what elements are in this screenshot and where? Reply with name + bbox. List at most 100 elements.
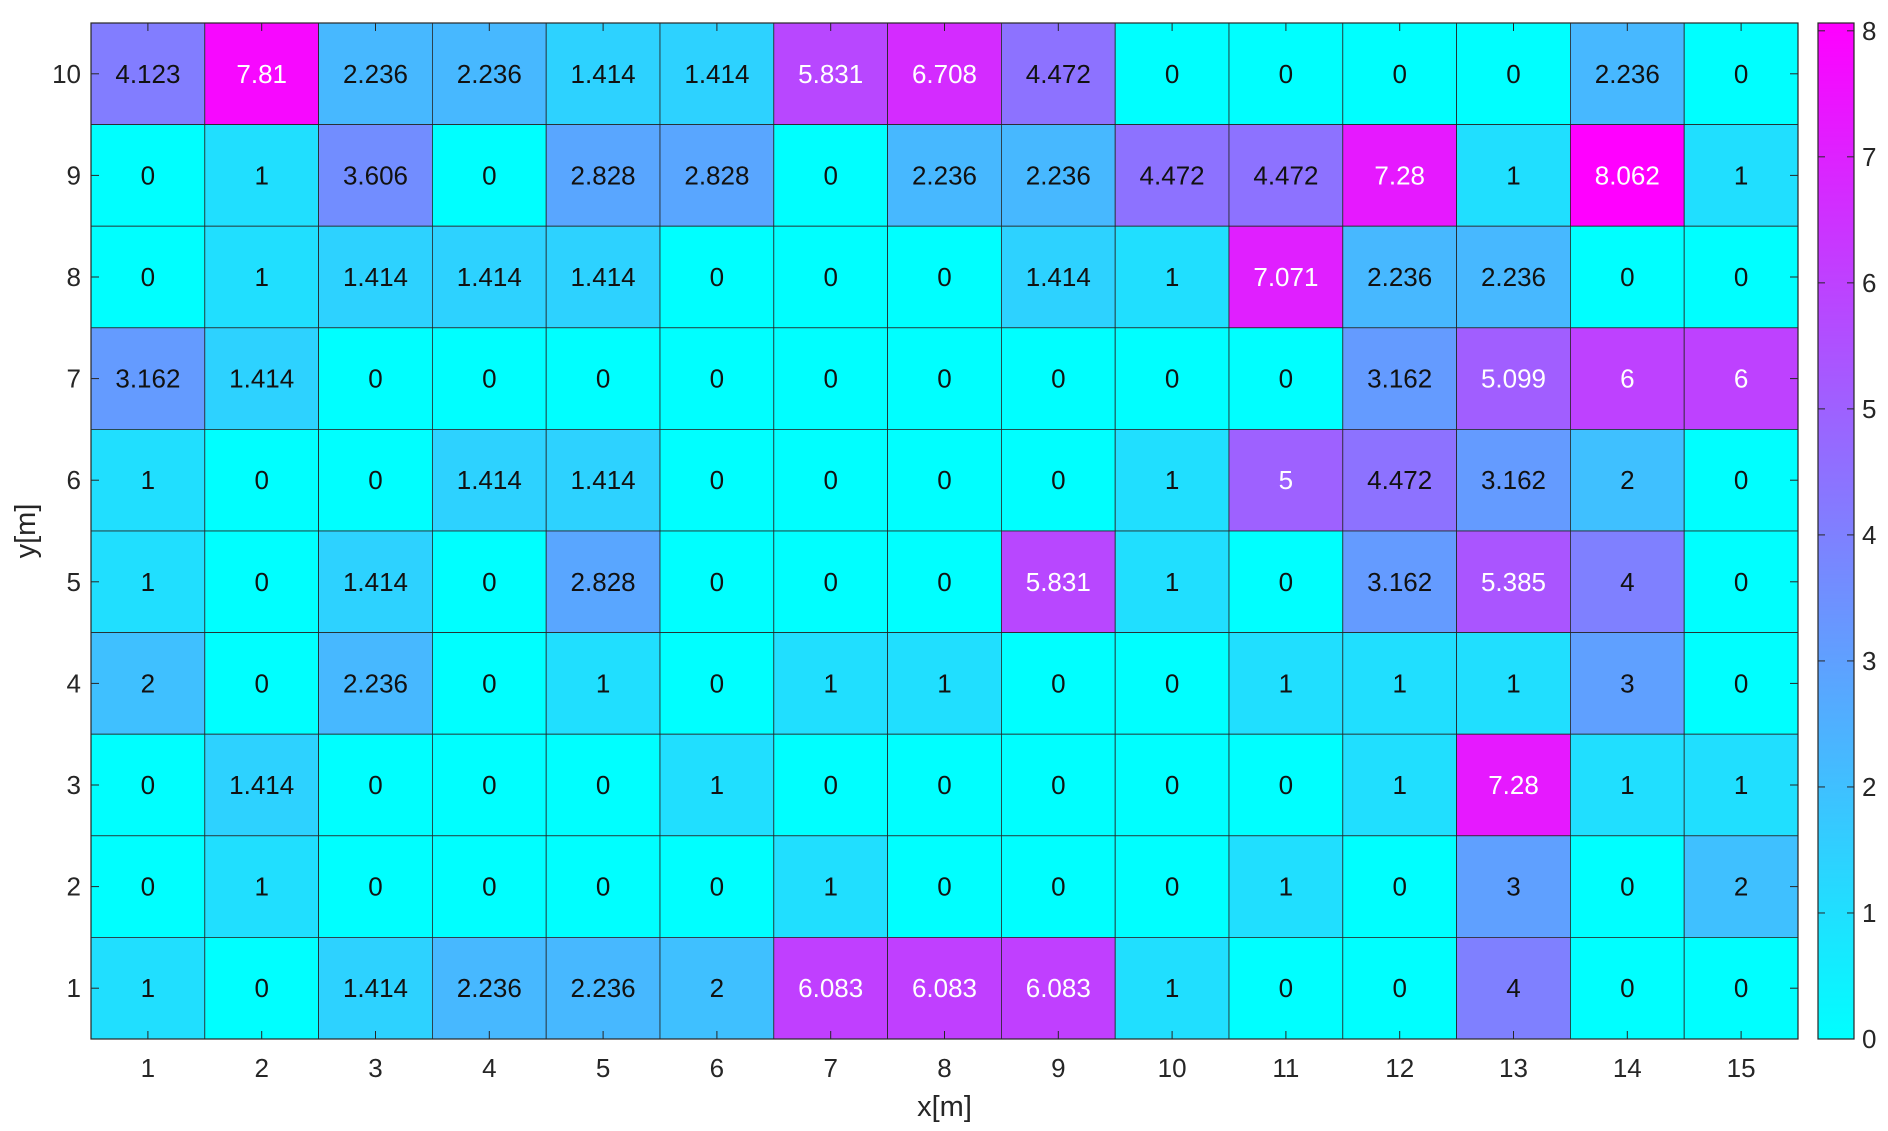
cell-value-label: 0 [1165,59,1179,89]
x-tick-label: 4 [482,1053,496,1083]
heatmap-cell [1001,225,1116,329]
heatmap-cell [545,225,661,329]
heatmap-cell [1342,835,1458,938]
cell-value-label: 4.472 [1253,160,1318,190]
heatmap-cell [318,733,433,837]
heatmap-cell [1342,632,1458,735]
y-tick-label: 5 [67,567,81,597]
cell-value-label: 1 [1506,668,1520,698]
heatmap-cell [773,835,888,938]
heatmap-cell [1570,530,1685,633]
x-tick-label: 1 [141,1053,155,1083]
cell-value-label: 0 [141,872,155,902]
cell-value-label: 2.236 [1367,262,1432,292]
cell-value-label: 2 [1734,872,1748,902]
heatmap-cell [1683,733,1799,837]
heatmap-cell [1570,733,1685,837]
x-tick-label: 15 [1727,1053,1756,1083]
cell-value-label: 0 [1279,567,1293,597]
heatmap-cell [1228,733,1344,837]
heatmap-cell [1683,937,1799,1040]
cell-value-label: 0 [823,567,837,597]
y-tick-label: 1 [67,973,81,1003]
heatmap-cell [1456,124,1571,227]
cell-value-label: 1 [1165,567,1179,597]
cell-value-label: 1.414 [229,770,294,800]
heatmap-cell [1456,733,1571,837]
cell-value-label: 1.414 [229,364,294,394]
cell-value-label: 7.071 [1253,262,1318,292]
heatmap-cell [887,632,1002,735]
heatmap-cell [1114,530,1230,633]
cell-value-label: 2.236 [1595,59,1660,89]
cell-value-label: 0 [823,364,837,394]
cell-value-label: 0 [1734,59,1748,89]
heatmap-cell [887,327,1002,430]
cell-value-label: 0 [368,872,382,902]
cell-value-label: 1 [1620,770,1634,800]
x-tick-label: 7 [823,1053,837,1083]
heatmap-cell [1456,530,1571,633]
heatmap-cell [1342,327,1458,430]
heatmap-cell [1114,428,1230,532]
heatmap-cell [659,632,775,735]
heatmap-cell [773,733,888,837]
heatmap-cell [431,937,547,1040]
heatmap-cell [1228,327,1344,430]
cell-value-label: 0 [937,567,951,597]
heatmap-cell [1001,835,1116,938]
heatmap-cell [1342,124,1458,227]
x-tick-label: 11 [1272,1053,1299,1083]
cell-value-label: 0 [823,465,837,495]
heatmap-cell [431,327,547,430]
cell-value-label: 0 [1620,872,1634,902]
cell-value-label: 0 [1279,973,1293,1003]
heatmap-cell [773,530,888,633]
heatmap-cell [545,733,661,837]
cell-value-label: 0 [1392,59,1406,89]
y-tick-label: 10 [52,59,81,89]
cell-value-label: 5.831 [1026,567,1091,597]
cell-value-label: 3.162 [1367,567,1432,597]
colorbar [1817,22,1855,1040]
cell-value-label: 0 [1279,364,1293,394]
heatmap-cell [431,428,547,532]
cell-value-label: 0 [823,262,837,292]
heatmap-cell [1114,835,1230,938]
colorbar-tick-label: 1 [1862,898,1876,928]
cell-value-label: 2.236 [1481,262,1546,292]
heatmap-cell [545,22,661,125]
cell-value-label: 1 [254,262,268,292]
cell-value-label: 1 [937,668,951,698]
cell-value-label: 4.472 [1367,465,1432,495]
heatmap-cell [659,22,775,125]
cell-value-label: 1 [823,668,837,698]
cell-value-label: 2.236 [1026,160,1091,190]
cell-value-label: 2.828 [571,160,636,190]
cell-value-label: 0 [368,770,382,800]
heatmap-cell [1342,530,1458,633]
cell-value-label: 2.828 [571,567,636,597]
cell-value-label: 2.236 [457,59,522,89]
cell-value-label: 0 [254,973,268,1003]
cell-value-label: 2 [141,668,155,698]
colorbar-tick-label: 0 [1862,1024,1876,1054]
cell-value-label: 1.414 [343,262,408,292]
heatmap-cell [887,835,1002,938]
cell-value-label: 0 [1734,262,1748,292]
cell-value-label: 6 [1620,364,1634,394]
cell-value-label: 0 [482,872,496,902]
heatmap-cells: 4.123 7.81 2.236 2.236 1.414 1.414 5.831 6.708 4… [90,22,1799,1040]
cell-value-label: 6.083 [1026,973,1091,1003]
heatmap-cell [887,733,1002,837]
heatmap-cell [887,225,1002,329]
cell-value-label: 4.472 [1026,59,1091,89]
heatmap-cell [204,327,320,430]
cell-value-label: 0 [141,770,155,800]
heatmap-cell [90,530,206,633]
x-tick-label: 5 [596,1053,610,1083]
heatmap-cell [1001,632,1116,735]
heatmap-cell [90,22,206,125]
cell-value-label: 0 [823,160,837,190]
